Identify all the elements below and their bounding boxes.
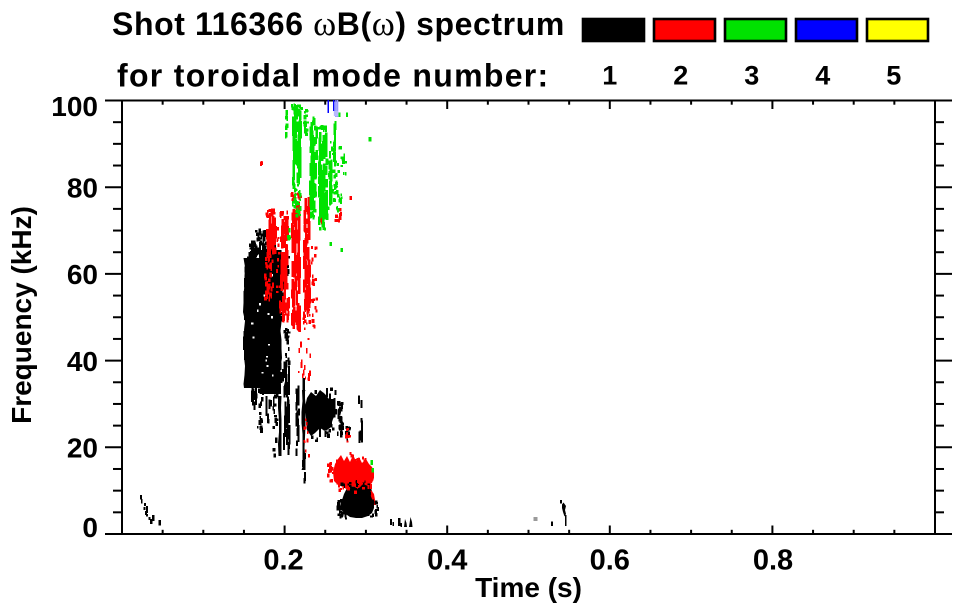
svg-text:for toroidal mode number:: for toroidal mode number: <box>117 58 550 94</box>
svg-text:2: 2 <box>673 61 688 91</box>
svg-text:Frequency (kHz): Frequency (kHz) <box>6 206 37 424</box>
svg-text:4: 4 <box>815 61 830 91</box>
svg-text:0.4: 0.4 <box>427 545 467 577</box>
svg-text:Time (s): Time (s) <box>475 572 582 603</box>
svg-text:40: 40 <box>67 346 98 377</box>
svg-text:0: 0 <box>82 512 98 543</box>
svg-text:60: 60 <box>67 259 98 290</box>
svg-text:0.8: 0.8 <box>753 545 793 577</box>
svg-text:1: 1 <box>602 61 617 91</box>
svg-text:Shot 116366 ωB(ω) spectrum: Shot 116366 ωB(ω) spectrum <box>112 4 565 43</box>
svg-text:20: 20 <box>67 433 98 464</box>
svg-text:80: 80 <box>67 172 98 203</box>
svg-text:3: 3 <box>744 61 759 91</box>
svg-text:0.2: 0.2 <box>263 545 303 577</box>
svg-text:5: 5 <box>886 61 901 91</box>
svg-text:0.6: 0.6 <box>590 545 630 577</box>
svg-text:100: 100 <box>51 91 98 122</box>
